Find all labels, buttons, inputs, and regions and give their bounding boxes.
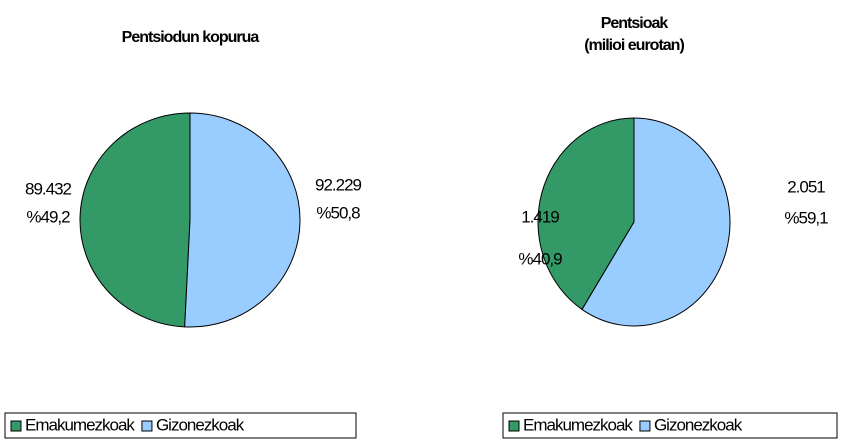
legend-label: Emakumezkoak bbox=[523, 415, 633, 434]
legend-label: Gizonezkoak bbox=[156, 415, 245, 434]
legend-label: Gizonezkoak bbox=[654, 415, 743, 434]
value-label: 2.051 bbox=[787, 177, 825, 196]
pie-slice bbox=[581, 117, 731, 327]
legend-swatch bbox=[639, 420, 651, 432]
chart-title: Pentsiodun kopurua bbox=[122, 29, 260, 46]
percent-label: %50,8 bbox=[316, 203, 360, 222]
percent-label: %40,9 bbox=[518, 249, 562, 268]
percent-label: %59,1 bbox=[784, 208, 828, 227]
legend-box bbox=[502, 412, 838, 439]
chart-subtitle: (milioi eurotan) bbox=[584, 37, 684, 54]
legend-swatch bbox=[508, 420, 520, 432]
value-label: 92.229 bbox=[315, 175, 362, 194]
value-label: 1.419 bbox=[521, 207, 559, 226]
legend-box bbox=[4, 412, 357, 439]
pie-slice bbox=[79, 112, 191, 328]
pie-slice bbox=[184, 112, 301, 328]
percent-label: %49,2 bbox=[26, 207, 70, 226]
chart-title: Pentsioak bbox=[601, 15, 669, 32]
legend-label: Emakumezkoak bbox=[25, 415, 135, 434]
legend-swatch bbox=[141, 420, 153, 432]
value-label: 89.432 bbox=[25, 179, 72, 198]
legend-swatch bbox=[10, 420, 22, 432]
